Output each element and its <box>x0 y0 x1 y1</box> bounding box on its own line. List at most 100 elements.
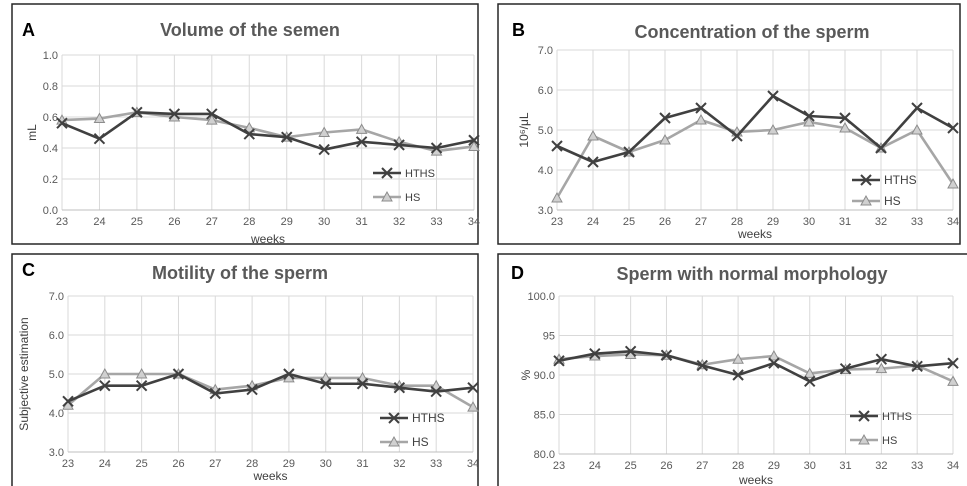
legend-marker <box>381 190 393 202</box>
data-point-hs <box>467 401 479 412</box>
data-point-hs <box>355 123 368 134</box>
x-tick-label: 26 <box>659 216 671 228</box>
panel-letter: D <box>511 263 524 283</box>
data-point-hs <box>732 353 744 364</box>
data-point-hs <box>93 112 106 124</box>
chart-svg: 0.0 0.2 0.4 0.6 0.8 1.0 23 24 25 26 27 28 29 30 31 32 33… <box>11 3 480 246</box>
panel-morphology: 80.0 85.0 90.0 95 100.0 23 24 25 26 27 28 29 30 31 32 3… <box>484 250 967 486</box>
y-tick-label: 80.0 <box>534 449 555 461</box>
x-tick-label: 34 <box>947 460 959 472</box>
y-tick-label: 0.6 <box>43 112 58 124</box>
y-tick-label: 3.0 <box>49 447 64 459</box>
legend-marker <box>381 167 393 179</box>
y-tick-label: 6.0 <box>538 85 553 97</box>
data-point-hths <box>320 378 332 390</box>
data-point-hs <box>318 126 331 137</box>
x-tick-label: 28 <box>732 460 744 472</box>
x-tick-label: 28 <box>243 216 255 228</box>
x-tick-label: 34 <box>467 458 479 470</box>
data-point-hths <box>393 139 405 151</box>
data-point-hths <box>393 381 406 394</box>
data-point-hths <box>281 131 293 143</box>
y-axis-label: mL <box>25 124 39 141</box>
data-point-hs <box>768 350 780 361</box>
data-point-hs <box>803 115 815 127</box>
data-point-hths <box>553 355 565 367</box>
data-point-hths <box>804 375 816 388</box>
chart-title: Motility of the sperm <box>152 263 328 283</box>
x-tick-label: 33 <box>430 458 442 470</box>
y-tick-label: 6.0 <box>49 330 64 342</box>
data-point-hs <box>551 191 563 203</box>
y-tick-label: 1.0 <box>43 50 58 62</box>
data-point-hths <box>695 102 707 114</box>
panel-letter: B <box>512 20 525 40</box>
y-tick-label: 5.0 <box>49 369 64 381</box>
series-line-hs <box>558 353 954 383</box>
legend-label: HS <box>882 435 897 447</box>
legend-label: HS <box>405 192 420 204</box>
legend-marker <box>388 412 400 424</box>
legend-label: HS <box>884 194 901 208</box>
x-tick-label: 34 <box>947 216 959 228</box>
data-point-hs <box>135 367 148 379</box>
x-tick-label: 29 <box>281 216 293 228</box>
x-tick-label: 32 <box>393 216 405 228</box>
legend-marker <box>388 435 400 447</box>
series-line-hths <box>67 372 474 403</box>
x-tick-label: 24 <box>589 460 601 472</box>
x-axis-label: weeks <box>738 473 773 486</box>
x-tick-label: 27 <box>209 458 221 470</box>
data-point-hths <box>430 385 442 398</box>
data-point-hths <box>839 112 851 124</box>
data-point-hths <box>696 359 708 372</box>
y-tick-label: 4.0 <box>538 165 553 177</box>
x-tick-label: 30 <box>318 216 330 228</box>
x-tick-label: 24 <box>587 216 599 228</box>
x-tick-label: 25 <box>625 460 637 472</box>
x-tick-label: 27 <box>696 460 708 472</box>
data-point-hths <box>911 360 923 373</box>
x-tick-label: 25 <box>623 216 635 228</box>
data-point-hths <box>246 383 258 396</box>
x-tick-label: 31 <box>839 460 851 472</box>
chart-svg: 3.0 4.0 5.0 6.0 7.0 23 24 25 26 27 28 29 30 31 32 33 34 C… <box>497 3 961 245</box>
x-tick-label: 29 <box>767 216 779 228</box>
data-point-hths <box>732 369 744 381</box>
data-point-hs <box>911 123 923 135</box>
data-point-hths <box>206 108 218 120</box>
data-point-hths <box>243 128 255 140</box>
x-tick-label: 29 <box>283 458 295 470</box>
data-point-hths <box>135 379 148 392</box>
data-point-hths <box>839 362 852 375</box>
data-point-hs <box>767 123 779 135</box>
y-tick-label: 7.0 <box>49 291 64 303</box>
series-line-hs <box>67 372 474 409</box>
data-point-hths <box>875 353 888 365</box>
data-point-hths <box>624 345 637 358</box>
y-tick-label: 0.4 <box>43 143 58 155</box>
data-point-hths <box>767 90 779 102</box>
data-point-hths <box>947 357 959 369</box>
y-tick-label: 5.0 <box>538 125 553 137</box>
chart-title: Concentration of the sperm <box>634 22 869 42</box>
data-point-hths <box>768 357 780 369</box>
y-tick-label: 95 <box>543 331 555 343</box>
data-point-hths <box>131 106 143 119</box>
x-tick-label: 32 <box>393 458 405 470</box>
y-tick-label: 0.8 <box>43 81 58 93</box>
legend-marker <box>858 433 870 445</box>
chart-title: Volume of the semen <box>160 20 340 40</box>
x-tick-label: 23 <box>551 216 563 228</box>
y-tick-label: 7.0 <box>538 45 553 57</box>
data-point-hths <box>283 368 295 380</box>
series-line-hs <box>61 111 475 153</box>
data-point-hs <box>947 177 959 189</box>
data-point-hths <box>56 117 68 129</box>
x-tick-label: 28 <box>731 216 743 228</box>
panel-letter: C <box>22 260 35 280</box>
data-point-hs <box>839 121 851 133</box>
x-tick-label: 32 <box>875 216 887 228</box>
x-tick-label: 29 <box>768 460 780 472</box>
data-point-hths <box>172 368 185 380</box>
